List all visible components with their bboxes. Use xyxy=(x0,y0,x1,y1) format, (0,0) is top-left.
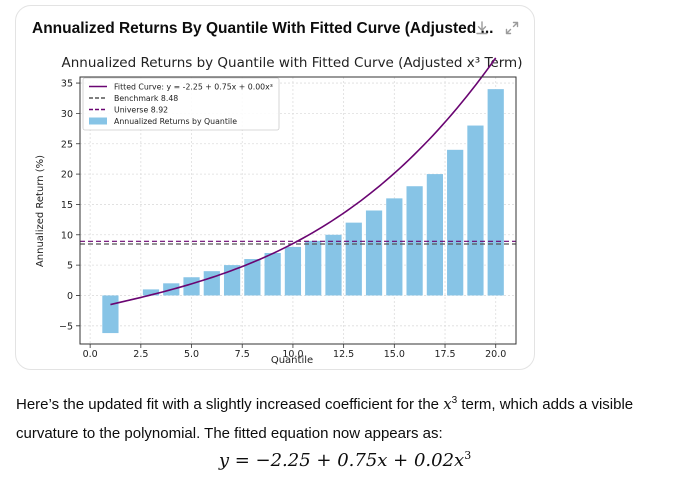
x-tick-label: 10.0 xyxy=(282,349,303,360)
plot-frame xyxy=(79,76,517,345)
bar xyxy=(487,89,504,296)
x-tick-label: 0.0 xyxy=(83,349,98,360)
bar xyxy=(365,210,383,296)
legend-label: Annualized Returns by Quantile xyxy=(114,117,237,126)
bars xyxy=(102,89,504,334)
x-tick-label: 12.5 xyxy=(333,349,354,360)
bar xyxy=(284,246,302,296)
x-tick-label: 2.5 xyxy=(133,349,148,360)
chart-card: Annualized Returns By Quantile With Fitt… xyxy=(15,5,535,370)
inline-math-x: x xyxy=(443,395,452,413)
bar xyxy=(426,174,443,296)
y-tick-label: 5 xyxy=(67,261,73,272)
bar xyxy=(386,198,403,296)
bar xyxy=(264,252,281,296)
y-tick-label: 20 xyxy=(61,170,73,181)
legend-label: Benchmark 8.48 xyxy=(114,94,178,103)
response-text-line1-start: Here’s the updated fit with a slightly i… xyxy=(16,396,444,413)
x-tick-label: 17.5 xyxy=(434,349,455,360)
bar xyxy=(325,234,342,296)
bar xyxy=(203,271,220,296)
fitted-equation-main: y = −2.25 + 0.75x + 0.02x xyxy=(218,450,465,471)
bar xyxy=(183,277,200,296)
bar xyxy=(142,289,160,296)
bar xyxy=(102,295,119,334)
inline-math-exponent: 3 xyxy=(451,395,458,406)
response-text-line1-end: term, which adds a visible xyxy=(457,396,634,413)
bar xyxy=(345,222,362,296)
legend-box xyxy=(82,77,280,131)
y-tick-label: −5 xyxy=(59,321,73,332)
bar xyxy=(467,125,484,296)
expand-icon[interactable] xyxy=(504,20,520,36)
legend: Fitted Curve: y = -2.25 + 0.75x + 0.00x³… xyxy=(82,77,280,131)
fitted-equation: y = −2.25 + 0.75x + 0.02x3 xyxy=(0,449,690,471)
bar xyxy=(406,186,423,296)
y-axis-ticks: −5 0 5 10 15 20 25 30 35 xyxy=(59,79,80,332)
x-axis-ticks: 0.0 2.5 5.0 7.5 10.0 12.5 15.0 17.5 20.0 xyxy=(83,344,506,360)
fitted-curve-line xyxy=(110,57,497,306)
x-axis-label: Quantile xyxy=(271,355,313,366)
response-text-line2: curvature to the polynomial. The fitted … xyxy=(16,425,443,442)
x-tick-label: 20.0 xyxy=(485,349,506,360)
returns-chart: Annualized Returns by Quantile with Fitt… xyxy=(35,55,523,366)
legend-swatch xyxy=(89,117,107,125)
fitted-equation-exponent: 3 xyxy=(464,449,472,462)
x-tick-label: 5.0 xyxy=(184,349,199,360)
y-tick-label: 10 xyxy=(61,230,73,241)
download-icon[interactable] xyxy=(474,20,490,36)
response-text: Here’s the updated fit with a slightly i… xyxy=(16,386,676,448)
bar xyxy=(447,149,464,296)
chart-title: Annualized Returns by Quantile with Fitt… xyxy=(62,55,523,71)
x-tick-label: 15.0 xyxy=(384,349,405,360)
y-tick-label: 0 xyxy=(67,291,73,302)
legend-label: Universe 8.92 xyxy=(114,106,168,115)
bar xyxy=(244,259,261,296)
legend-label: Fitted Curve: y = -2.25 + 0.75x + 0.00x³ xyxy=(114,83,273,92)
chart-card-title: Annualized Returns By Quantile With Fitt… xyxy=(32,20,494,37)
chart-card-actions xyxy=(474,20,520,36)
bar xyxy=(305,240,322,296)
y-tick-label: 25 xyxy=(61,139,73,150)
x-tick-label: 7.5 xyxy=(235,349,250,360)
y-axis-label: Annualized Return (%) xyxy=(35,155,46,267)
fitted-curve xyxy=(110,57,497,306)
y-tick-label: 15 xyxy=(61,200,73,211)
y-tick-label: 35 xyxy=(61,79,73,90)
y-tick-label: 30 xyxy=(61,109,73,120)
